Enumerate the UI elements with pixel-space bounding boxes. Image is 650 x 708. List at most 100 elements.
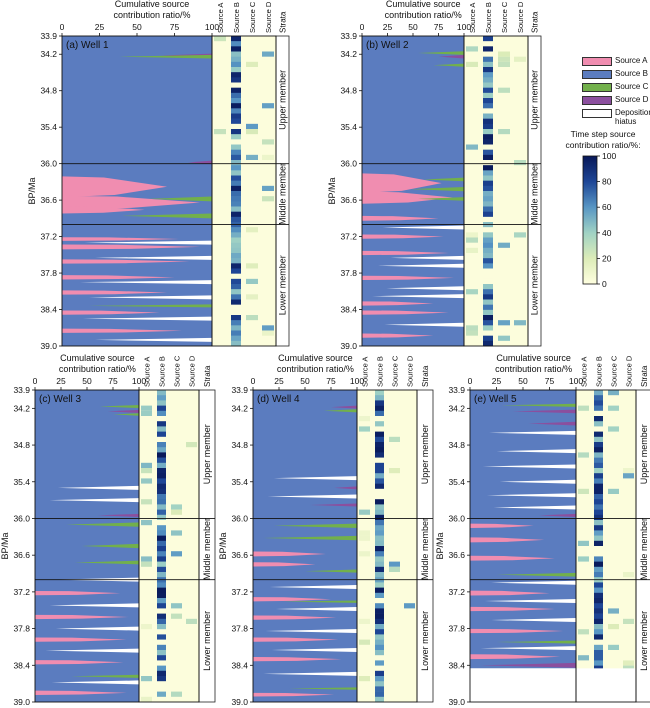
heatmap-cell-b-21: [157, 499, 166, 505]
heatmap-cell-a-48: [359, 639, 370, 645]
strata-label-lower-member: Lower member: [530, 255, 540, 315]
heatmap-cell-a-19: [578, 488, 589, 494]
area-source-a-12: [470, 654, 561, 660]
heatmap-cell-b-0: [157, 390, 166, 396]
strata-header: Strata: [531, 11, 540, 33]
hiatus-wedge-8: [491, 618, 576, 623]
heatmap-cell-b-49: [231, 289, 241, 295]
heatmap-cell-b-12: [231, 98, 241, 104]
area-source-a-11: [362, 275, 454, 281]
heatmap-cell-b-3: [157, 405, 166, 412]
heatmap-cell-c-18: [498, 129, 510, 135]
hiatus-wedge-5: [493, 505, 576, 510]
heatmap-cell-b-10: [231, 87, 241, 94]
y-tick-label-1: 34.2: [40, 49, 57, 59]
panel-title-2: (b) Well 2: [366, 40, 409, 51]
heatmap-cell-c-37: [246, 227, 258, 233]
heatmap-cell-b-39: [483, 237, 493, 243]
heatmap-cell-b-56: [157, 681, 166, 687]
heatmap-cell-c-3: [608, 405, 619, 411]
heatmap-cell-b-17: [231, 123, 241, 130]
heatmap-header-2: Source C: [500, 1, 509, 33]
area-source-c-6: [74, 560, 139, 565]
heatmap-cell-b-35: [375, 572, 384, 578]
area-source-c-0: [501, 403, 576, 407]
y-tick-label-5: 36.6: [448, 550, 465, 560]
heatmap-cell-b-49: [483, 289, 493, 295]
heatmap-cell-b-57: [231, 330, 241, 336]
x-tick-label-4: 100: [205, 22, 219, 32]
panel-3: Upper member Middle member Lower member (c)…: [0, 353, 216, 707]
heatmap-cell-b-6: [231, 67, 241, 73]
strata-label-lower-member: Lower member: [420, 611, 430, 671]
heatmap-cell-c-0: [608, 390, 619, 396]
hiatus-wedge-4: [486, 493, 576, 498]
x-tick-label-1: 25: [492, 376, 502, 386]
heatmap-cell-b-10: [157, 442, 166, 448]
heatmap-cell-c-23: [171, 509, 182, 515]
y-axis-title: BP/Ma: [435, 532, 445, 559]
hiatus-wedge-3: [275, 607, 357, 612]
heatmap-cell-b-30: [594, 546, 603, 552]
heatmap-cell-b-30: [375, 546, 384, 552]
heatmap-background: [139, 390, 199, 702]
heatmap-header-1: Source B: [158, 356, 167, 387]
heatmap-cell-b-7: [157, 426, 166, 432]
area-source-c-14: [289, 687, 357, 690]
heatmap-cell-b-44: [231, 263, 241, 269]
y-tick-label-9: 39.0: [40, 341, 57, 351]
heatmap-cell-b-57: [157, 686, 166, 692]
heatmap-cell-b-35: [483, 216, 493, 223]
heatmap-cell-b-17: [483, 123, 493, 130]
heatmap-cell-b-14: [375, 462, 384, 469]
heatmap-header-0: Source A: [468, 3, 477, 33]
heatmap-cell-b-45: [157, 624, 166, 630]
x-axis-title-line2: contribution ratio/%: [385, 10, 462, 20]
y-tick-label-6: 37.2: [40, 232, 57, 242]
y-tick-label-3: 35.4: [231, 477, 248, 487]
strata-label-middle-member: Middle member: [639, 518, 649, 580]
heatmap-cell-b-18: [594, 483, 603, 490]
heatmap-cell-b-20: [157, 494, 166, 500]
heatmap-cell-a-41: [466, 247, 478, 253]
heatmap-cell-b-27: [594, 530, 603, 536]
heatmap-cell-b-1: [594, 395, 603, 401]
heatmap-cell-b-2: [375, 400, 384, 406]
heatmap-cell-b-45: [483, 268, 493, 274]
heatmap-cell-b-22: [483, 149, 493, 156]
heatmap-cell-b-33: [375, 561, 384, 568]
heatmap-cell-b-8: [157, 431, 166, 438]
hiatus-wedge-3: [49, 603, 140, 608]
area-source-c-4: [66, 522, 139, 527]
heatmap-header-3: Source D: [625, 355, 634, 387]
y-tick-label-7: 37.8: [340, 268, 357, 278]
heatmap-cell-b-34: [375, 566, 384, 573]
x-axis-title-line1: Cumulative source: [386, 0, 461, 9]
heatmap-cell-b-54: [483, 315, 493, 321]
heatmap-cell-b-31: [157, 551, 166, 557]
area-source-a-8: [470, 590, 550, 596]
heatmap-cell-b-55: [483, 320, 493, 326]
heatmap-cell-a-2: [466, 46, 478, 52]
heatmap-cell-c-19: [608, 488, 619, 494]
heatmap-cell-b-11: [157, 447, 166, 453]
legend-swatch-source-d: [582, 96, 612, 105]
heatmap-cell-b-32: [594, 556, 603, 562]
y-tick-label-9: 39.0: [448, 697, 465, 707]
heatmap-cell-b-46: [483, 273, 493, 280]
heatmap-cell-b-25: [483, 165, 493, 171]
heatmap-cell-d-20: [262, 139, 274, 145]
heatmap-cell-c-33: [389, 561, 400, 567]
hiatus-wedge-6: [491, 580, 576, 585]
hiatus-wedge-6: [51, 680, 139, 685]
heatmap-cell-c-23: [246, 154, 258, 160]
strata-label-upper-member: Upper member: [420, 424, 430, 484]
heatmap-header-2: Source C: [610, 355, 619, 387]
heatmap-cell-b-28: [594, 535, 603, 542]
y-tick-label-8: 38.4: [13, 660, 30, 670]
y-tick-label-3: 35.4: [448, 477, 465, 487]
area-source-a-14: [362, 333, 434, 338]
heatmap-cell-b-43: [483, 258, 493, 264]
heatmap-cell-b-10: [594, 442, 603, 448]
heatmap-cell-b-7: [375, 426, 384, 432]
